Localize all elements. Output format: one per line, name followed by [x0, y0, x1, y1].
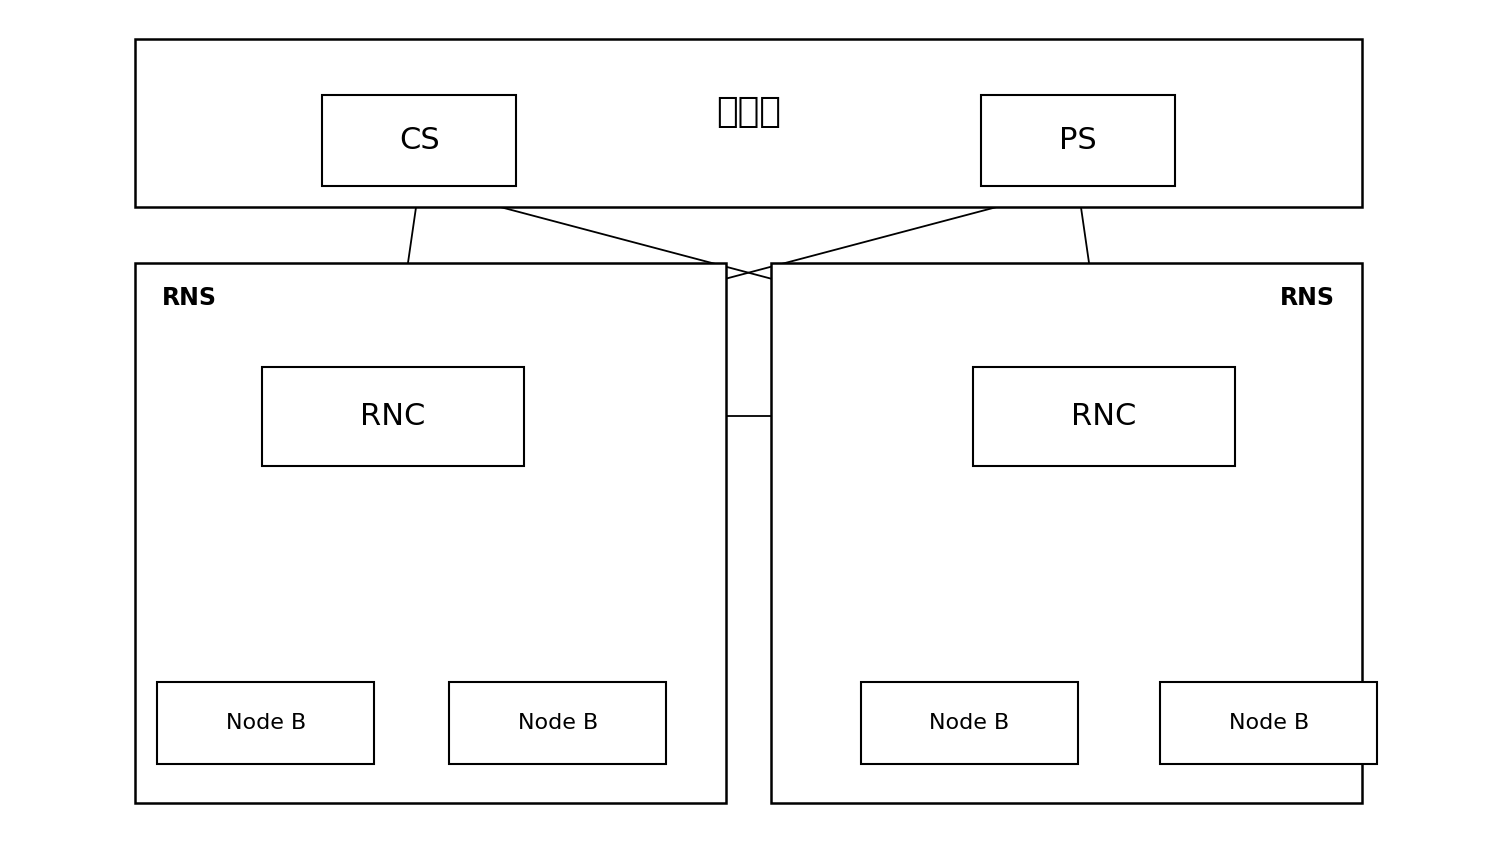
- Text: CS: CS: [398, 126, 440, 154]
- Bar: [973, 367, 1235, 466]
- Text: Node B: Node B: [1229, 713, 1308, 733]
- Bar: [771, 263, 1362, 803]
- Bar: [449, 682, 666, 764]
- Text: RNC: RNC: [361, 402, 425, 431]
- Text: RNC: RNC: [1072, 402, 1136, 431]
- Bar: [262, 367, 524, 466]
- Bar: [135, 263, 726, 803]
- Bar: [135, 39, 1362, 207]
- Bar: [981, 95, 1175, 186]
- Bar: [861, 682, 1078, 764]
- Text: Node B: Node B: [226, 713, 305, 733]
- Text: Node B: Node B: [518, 713, 597, 733]
- Text: PS: PS: [1058, 126, 1097, 154]
- Bar: [1160, 682, 1377, 764]
- Text: RNS: RNS: [1280, 286, 1335, 310]
- Text: RNS: RNS: [162, 286, 217, 310]
- Text: 核心网: 核心网: [716, 95, 781, 129]
- Bar: [157, 682, 374, 764]
- Text: Node B: Node B: [930, 713, 1009, 733]
- Bar: [322, 95, 516, 186]
